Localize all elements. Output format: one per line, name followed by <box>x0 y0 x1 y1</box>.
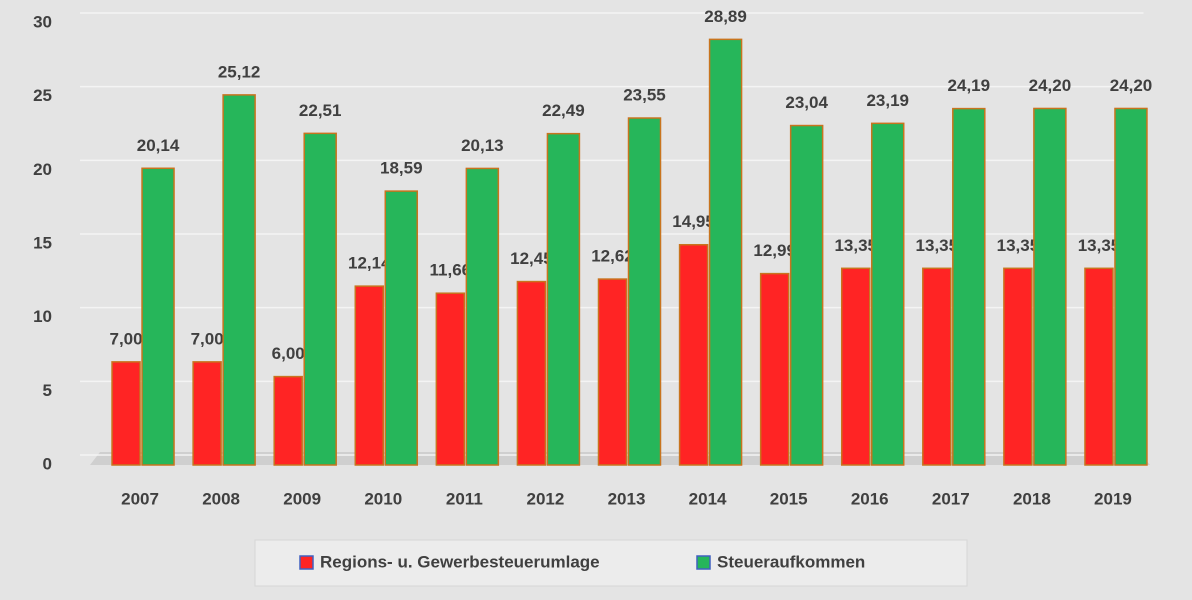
x-tick-label: 2007 <box>121 489 159 508</box>
legend-box <box>254 539 968 587</box>
legend-label: Steueraufkommen <box>717 552 865 571</box>
bar <box>952 107 986 466</box>
x-tick-label: 2014 <box>689 489 727 508</box>
bar <box>922 267 952 466</box>
value-label: 13,35 <box>1078 236 1121 255</box>
y-tick-label: 10 <box>33 307 52 326</box>
bar <box>222 94 256 466</box>
bar <box>546 132 581 466</box>
bar <box>870 122 905 466</box>
bar <box>1084 267 1114 466</box>
y-tick-label: 20 <box>33 160 52 179</box>
value-label: 14,95 <box>672 212 715 231</box>
bar <box>465 167 500 466</box>
value-label: 24,20 <box>1029 76 1072 95</box>
bar <box>627 117 662 466</box>
legend-swatch <box>299 555 314 570</box>
value-label: 13,35 <box>997 236 1040 255</box>
value-label: 24,20 <box>1110 76 1153 95</box>
bar <box>192 361 222 466</box>
value-label: 22,49 <box>542 101 585 120</box>
bar <box>111 361 141 466</box>
bar <box>1003 267 1033 466</box>
value-label: 25,12 <box>218 62 261 81</box>
value-label: 13,35 <box>834 236 877 255</box>
x-tick-label: 2017 <box>932 489 970 508</box>
bar <box>303 132 337 466</box>
bar <box>354 285 385 466</box>
value-label: 18,59 <box>380 159 423 178</box>
y-tick-label: 5 <box>43 381 52 400</box>
legend-swatch <box>696 555 711 570</box>
value-label: 23,19 <box>866 91 909 110</box>
x-tick-label: 2015 <box>770 489 808 508</box>
bar <box>141 167 175 466</box>
y-tick-label: 15 <box>33 233 52 252</box>
x-tick-label: 2012 <box>527 489 565 508</box>
value-label: 12,99 <box>753 241 796 260</box>
bar <box>759 272 790 466</box>
bar <box>597 278 628 466</box>
legend-label: Regions- u. Gewerbesteuerumlage <box>320 552 600 571</box>
bar <box>678 243 709 466</box>
bar <box>435 292 466 466</box>
value-label: 24,19 <box>948 76 991 95</box>
x-tick-label: 2009 <box>283 489 321 508</box>
x-tick-label: 2010 <box>364 489 402 508</box>
bar <box>1114 107 1148 466</box>
value-label: 23,55 <box>623 86 666 105</box>
y-tick-label: 0 <box>43 454 52 473</box>
value-label: 7,00 <box>191 329 224 348</box>
bar <box>1033 107 1067 466</box>
value-label: 6,00 <box>272 344 305 363</box>
value-label: 13,35 <box>916 236 959 255</box>
value-label: 20,14 <box>137 136 180 155</box>
value-label: 23,04 <box>785 93 828 112</box>
x-tick-label: 2011 <box>446 489 483 508</box>
y-tick-label: 25 <box>33 86 52 105</box>
value-label: 12,45 <box>510 249 553 268</box>
value-label: 7,00 <box>109 329 142 348</box>
bar <box>708 38 743 466</box>
value-label: 12,14 <box>348 254 391 273</box>
x-tick-label: 2019 <box>1094 489 1132 508</box>
x-tick-label: 2008 <box>202 489 240 508</box>
value-label: 12,62 <box>591 247 634 266</box>
value-label: 11,66 <box>430 261 472 280</box>
bar <box>840 267 871 466</box>
x-tick-label: 2013 <box>608 489 646 508</box>
value-label: 22,51 <box>299 101 342 120</box>
value-label: 28,89 <box>704 7 747 26</box>
y-tick-label: 30 <box>33 12 52 31</box>
x-tick-label: 2016 <box>851 489 889 508</box>
bar <box>516 280 547 466</box>
x-tick-label: 2018 <box>1013 489 1051 508</box>
bar <box>273 375 303 466</box>
value-label: 20,13 <box>461 136 504 155</box>
bar <box>789 124 824 466</box>
bar <box>384 190 419 466</box>
